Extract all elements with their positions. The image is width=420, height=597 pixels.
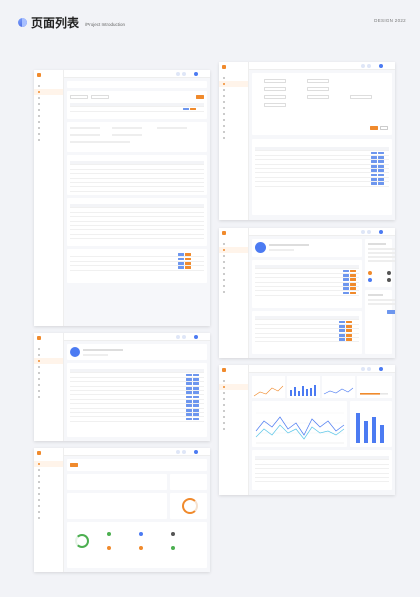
bar-chart-card [350,401,392,447]
search-button[interactable] [196,95,204,99]
page-title: 页面列表 [31,15,80,30]
sidebar-item-active[interactable] [34,461,63,467]
tab-button[interactable] [70,463,78,467]
progress-ring [182,498,198,514]
line-chart-card [252,401,347,447]
sidebar-item[interactable] [219,289,248,295]
screenshot-filter-list-page [219,62,395,220]
screenshot-profile-list-page [34,333,210,441]
sidebar-item-active[interactable] [219,384,248,390]
sidebar [34,448,64,572]
page-header: 页面列表 /Project Introduction [18,14,125,30]
design-year-label: DESIGN 2022 [374,18,406,23]
reset-button[interactable] [380,126,388,130]
sidebar [34,70,64,326]
screenshot-analytics-page [219,365,395,495]
more-button[interactable] [387,310,395,314]
search-button[interactable] [370,126,378,130]
sidebar [219,62,249,220]
sidebar-item-active[interactable] [34,89,63,95]
kpi-card [287,376,320,398]
progress-ring [75,534,89,548]
page-subtitle: /Project Introduction [85,21,126,27]
kpi-card [252,376,285,398]
sidebar-item[interactable] [34,515,63,521]
sidebar [34,333,64,441]
logo-icon [18,17,27,27]
screenshot-detail-page [34,70,210,326]
user-avatar [255,242,266,253]
user-avatar [70,347,80,357]
screenshot-workbench-page [219,228,395,358]
kpi-card [357,376,392,398]
sidebar-item-active[interactable] [34,358,63,364]
sidebar-item[interactable] [219,135,248,141]
sidebar [219,228,249,358]
kpi-card [322,376,355,398]
sidebar [219,365,249,495]
sidebar-item[interactable] [219,426,248,432]
sidebar-item[interactable] [34,137,63,143]
screenshot-home-page [34,448,210,572]
sidebar-item-active[interactable] [219,247,248,253]
sidebar-item[interactable] [34,394,63,400]
sidebar-item-active[interactable] [219,81,248,87]
